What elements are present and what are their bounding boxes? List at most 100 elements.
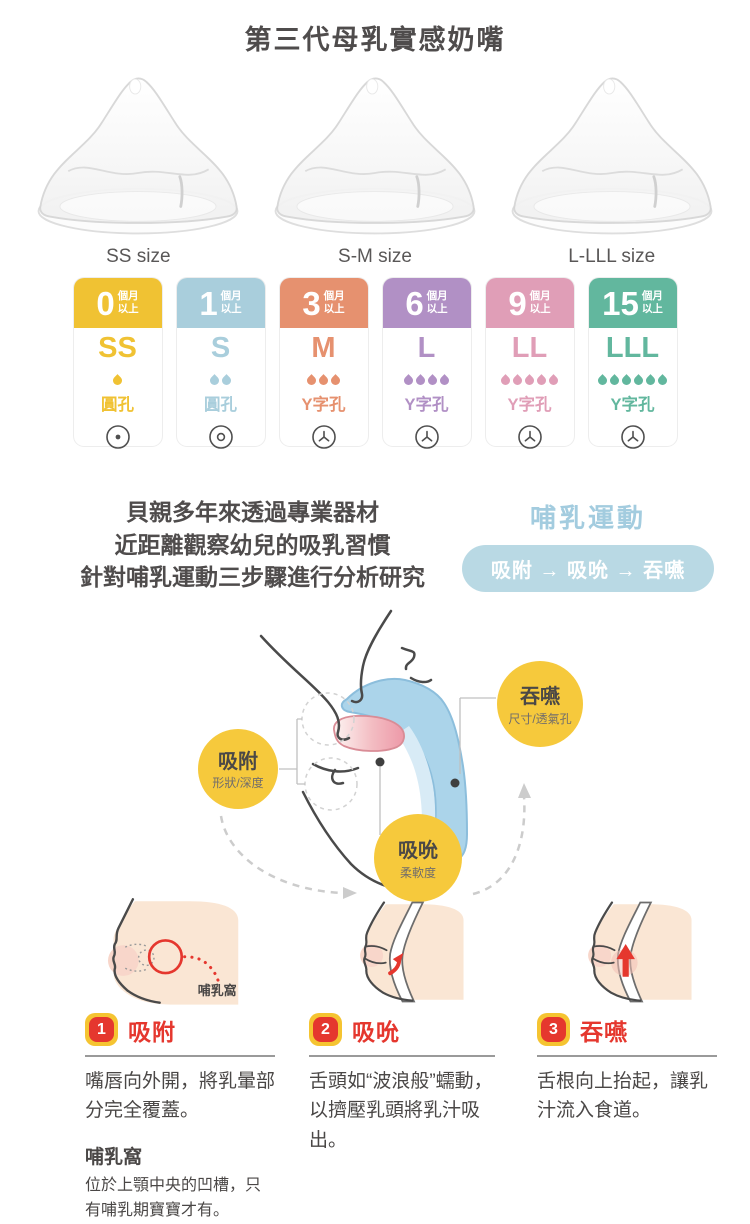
nipple-figure-llll: L-LLL size [493, 67, 730, 268]
months-number: 6 [405, 284, 424, 322]
hole-type-label: 圓孔 [101, 395, 134, 414]
size-letter: LL [511, 332, 548, 364]
marker-dot-tongue [375, 757, 385, 767]
baby-illustration-suck [360, 901, 464, 1003]
size-card-m: 3 個月 以上 M Y字孔 [279, 278, 368, 449]
mouth-diagram-svg: 吸附 形狀/深度 吸吮 柔軟度 吞嚥 尺寸/透氣孔 [198, 609, 583, 902]
callout-connectors [279, 697, 496, 835]
marker-dot-throat [450, 778, 460, 788]
bubble-swallow: 吞嚥 尺寸/透氣孔 [497, 660, 583, 747]
step-body-text: 舌根向上抬起，讓乳汁流入食道。 [537, 1070, 709, 1122]
bubble-swallow-title: 吞嚥 [520, 684, 560, 708]
droplet-icon [438, 374, 451, 388]
size-letter: S [210, 332, 231, 364]
intro-paragraph: 貝親多年來透過專業器材 近距離觀察幼兒的吸乳習慣 針對哺乳運動三步驟進行分析研究 [55, 496, 450, 594]
step-header: 3 吞嚥 [537, 1013, 717, 1047]
nipple-image [37, 77, 239, 235]
nipple-figure-row: SS size S-M size L-LLL size [20, 67, 730, 268]
nipple-size-label: SS size [106, 246, 171, 267]
months-number: 1 [199, 284, 218, 322]
size-letter: M [311, 332, 336, 364]
bubble-latch-title: 吸附 [218, 749, 258, 773]
droplet-icon [644, 374, 657, 388]
philtrum-label: 哺乳窩 [198, 983, 237, 998]
step-body-text: 嘴唇向外開，將乳暈部分完全覆蓋。 [85, 1070, 276, 1122]
droplet-icon [656, 374, 669, 388]
step-divider [309, 1054, 495, 1057]
card-header: 3 個月 以上 [279, 278, 368, 328]
lip-grip-circle-bottom [304, 757, 358, 811]
flow-arrow-left [219, 815, 357, 899]
intro-section: 貝親多年來透過專業器材 近距離觀察幼兒的吸乳習慣 針對哺乳運動三步驟進行分析研究… [55, 496, 750, 594]
step-number: 1 [89, 1017, 114, 1043]
droplet-icons [383, 372, 471, 388]
card-header: 9 個月 以上 [485, 278, 574, 328]
size-card-l: 6 個月 以上 L Y字孔 [382, 278, 471, 449]
nipple-image [274, 77, 476, 235]
small-round-hole-icon [74, 424, 162, 455]
mouth-diagram: 吸附 形狀/深度 吸吮 柔軟度 吞嚥 尺寸/透氣孔 [75, 606, 675, 911]
step-column-swallow: 3 吞嚥 舌根向上抬起，讓乳汁流入食道。 [537, 1013, 717, 1224]
droplet-icon [414, 374, 427, 388]
nipple-band [388, 901, 425, 1003]
size-letter: SS [98, 332, 137, 364]
size-card-s: 1 個月 以上 S 圓孔 [176, 278, 265, 449]
droplet-icons [486, 372, 574, 388]
step-column-suck: 2 吸吮 舌頭如“波浪般”蠕動，以擠壓乳頭將乳汁吸出。 [309, 1013, 495, 1224]
step-body-text: 舌頭如“波浪般”蠕動，以擠壓乳頭將乳汁吸出。 [309, 1070, 493, 1151]
round-hole-icon [177, 424, 265, 455]
size-cards-row: 0 個月 以上 SS 圓孔 1 個月 以上 S 圓孔 3 個月 以上 M Y字孔 [73, 278, 677, 449]
months-unit: 個月 以上 [641, 290, 663, 315]
size-card-lll: 15 個月 以上 LLL Y字孔 [588, 278, 677, 449]
droplet-icon [305, 374, 318, 388]
step-title: 吸附 [128, 1018, 176, 1045]
months-number: 0 [96, 284, 115, 322]
months-number: 9 [508, 284, 527, 322]
step-divider [537, 1054, 717, 1057]
feeding-motion-box: 哺乳運動 吸附 → 吸吮 → 吞嚥 [462, 498, 714, 592]
months-unit: 個月 以上 [117, 290, 139, 315]
y-cut-hole-icon [383, 424, 471, 455]
annotation-dotted-leader [183, 955, 220, 983]
size-card-ll: 9 個月 以上 LL Y字孔 [485, 278, 574, 449]
baby-illustrations-row: 哺乳窩 [85, 897, 750, 1005]
droplet-icons [280, 372, 368, 388]
droplet-icon [208, 374, 221, 388]
droplet-icon [220, 374, 233, 388]
droplet-icon [111, 374, 124, 388]
months-unit: 個月 以上 [323, 290, 345, 315]
hole-type-label: Y字孔 [507, 395, 552, 414]
droplet-icon [402, 374, 415, 388]
size-card-ss: 0 個月 以上 SS 圓孔 [73, 278, 162, 449]
step-number-badge: 1 [85, 1013, 118, 1047]
droplet-icon [499, 374, 512, 388]
swallow-up-arrow [616, 944, 635, 977]
step-number: 2 [313, 1017, 338, 1043]
droplet-icon [511, 374, 524, 388]
annotation-circle [147, 939, 184, 975]
step-title: 吞嚥 [580, 1018, 628, 1045]
nipple-size-label: S-M size [338, 246, 412, 267]
droplet-icons [589, 372, 677, 388]
droplet-icons [177, 372, 265, 388]
step-number: 3 [541, 1017, 566, 1043]
months-unit: 個月 以上 [426, 290, 448, 315]
droplet-icon [632, 374, 645, 388]
hole-type-label: Y字孔 [301, 395, 346, 414]
card-header: 15 個月 以上 [588, 278, 677, 328]
card-header: 0 個月 以上 [73, 278, 162, 328]
droplet-icon [426, 374, 439, 388]
hole-type-label: Y字孔 [610, 395, 655, 414]
step-header: 1 吸附 [85, 1013, 275, 1047]
hole-type-label: Y字孔 [404, 395, 449, 414]
y-cut-hole-icon [280, 424, 368, 455]
note-body-text: 位於上顎中央的凹槽，只有哺乳期寶寶才有。 [85, 1176, 262, 1220]
bubble-swallow-subtitle: 尺寸/透氣孔 [508, 712, 571, 726]
page-title: 第三代母乳實感奶嘴 [244, 25, 506, 55]
months-unit: 個月 以上 [529, 290, 551, 315]
months-number: 15 [602, 284, 639, 322]
card-header: 1 個月 以上 [176, 278, 265, 328]
step-header: 2 吸吮 [309, 1013, 495, 1047]
hole-type-label: 圓孔 [204, 395, 237, 414]
bubble-latch: 吸附 形狀/深度 [198, 728, 278, 809]
